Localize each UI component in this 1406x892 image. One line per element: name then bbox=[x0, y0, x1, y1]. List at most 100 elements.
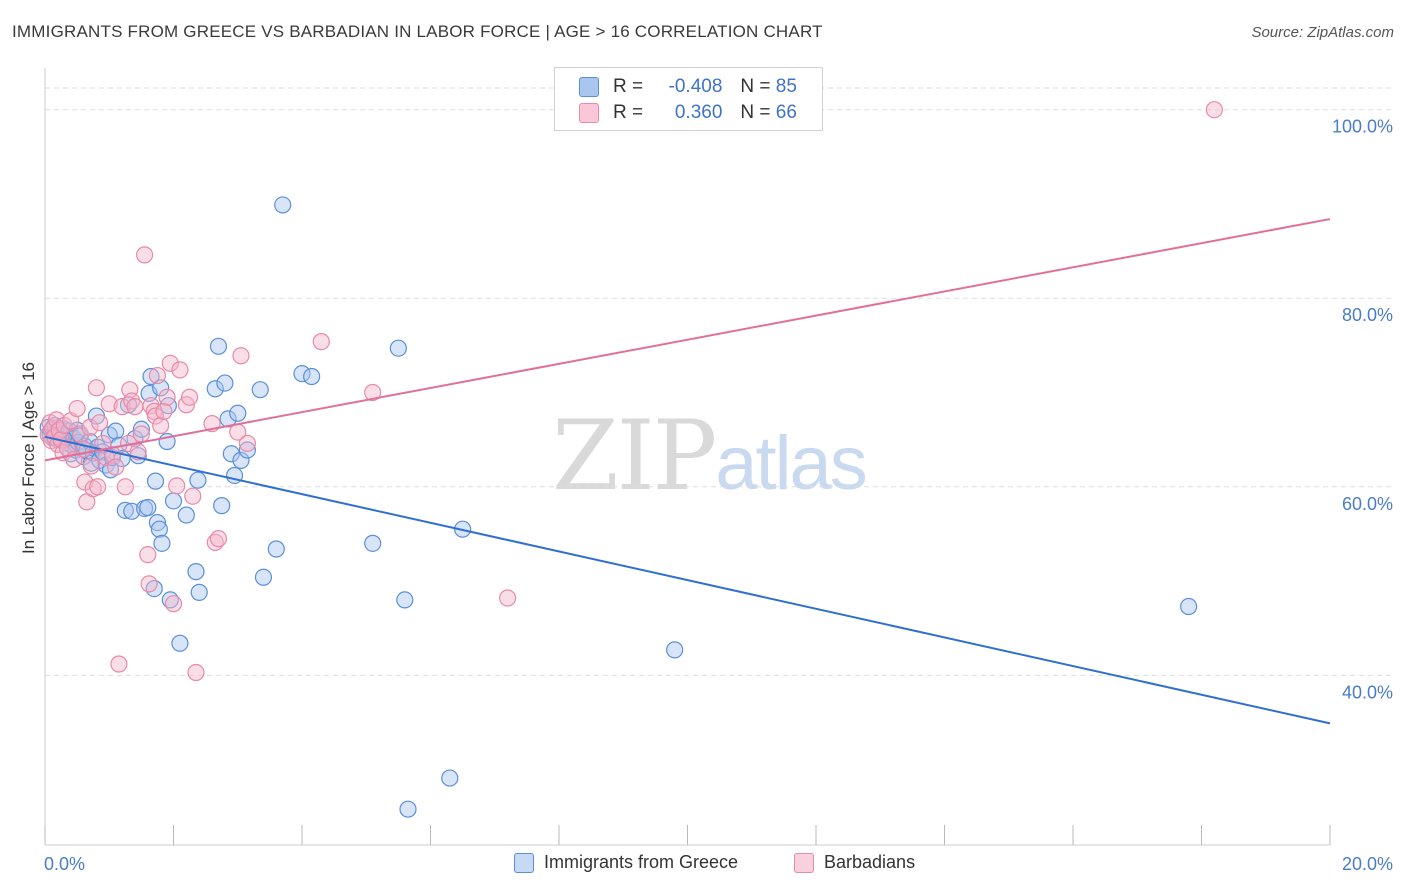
legend-label-barbadians: Barbadians bbox=[824, 852, 916, 872]
point-greece bbox=[396, 591, 414, 609]
point-barbadians bbox=[146, 407, 165, 425]
point-barbadians bbox=[209, 530, 228, 548]
trend-lines bbox=[44, 218, 1331, 725]
legend-swatch-barbadians bbox=[794, 852, 814, 873]
point-barbadians bbox=[184, 487, 202, 505]
point-greece bbox=[441, 769, 459, 787]
n-label: N = bbox=[740, 102, 771, 123]
point-barbadians bbox=[81, 418, 99, 436]
watermark: ZIPatlas bbox=[552, 400, 868, 512]
watermark-atlas: atlas bbox=[715, 421, 868, 506]
point-greece bbox=[107, 422, 125, 440]
point-barbadians bbox=[161, 354, 179, 372]
point-greece bbox=[209, 337, 228, 355]
point-greece bbox=[213, 497, 231, 515]
x-tick-label-max: 20.0% bbox=[1342, 854, 1393, 874]
trend-line-barbadians bbox=[44, 218, 1331, 462]
legend-swatch-pink bbox=[579, 103, 599, 123]
point-barbadians bbox=[180, 388, 199, 406]
point-barbadians bbox=[87, 379, 106, 397]
point-barbadians bbox=[364, 383, 382, 402]
point-greece bbox=[146, 472, 165, 490]
y-tick-label: 100.0% bbox=[1332, 117, 1393, 137]
series-legend: Immigrants from Greece Barbadians bbox=[0, 852, 1406, 878]
correlation-legend: R = -0.408 N = 85 R = 0.360 N = 66 bbox=[554, 67, 823, 131]
watermark-zip: ZIP bbox=[552, 400, 717, 512]
point-greece bbox=[153, 534, 171, 552]
point-barbadians bbox=[82, 457, 100, 475]
point-greece bbox=[190, 583, 208, 601]
point-barbadians bbox=[238, 434, 256, 453]
point-greece bbox=[206, 380, 224, 398]
r-value-greece: -0.408 bbox=[668, 76, 723, 97]
point-greece bbox=[666, 641, 684, 659]
point-greece bbox=[274, 196, 292, 214]
n-label: N = bbox=[740, 76, 771, 97]
point-barbadians bbox=[148, 366, 167, 385]
point-greece bbox=[187, 563, 205, 581]
legend-row-greece: R = -0.408 N = 85 bbox=[579, 75, 797, 99]
point-barbadians bbox=[116, 478, 134, 496]
point-barbadians bbox=[100, 395, 118, 413]
point-barbadians bbox=[94, 434, 112, 453]
point-barbadians bbox=[164, 595, 183, 613]
point-barbadians bbox=[68, 399, 86, 418]
point-greece bbox=[232, 451, 250, 469]
point-greece bbox=[148, 514, 167, 532]
axis-labels: 40.0% 60.0% 80.0% 100.0% 0.0% 20.0% In Labor F… bbox=[19, 117, 1393, 874]
point-barbadians bbox=[126, 398, 144, 416]
axis-ticks bbox=[44, 825, 1331, 845]
point-barbadians bbox=[499, 589, 517, 607]
y-axis-title: In Labor Force | Age > 16 bbox=[19, 362, 38, 554]
point-greece bbox=[164, 492, 183, 510]
legend-swatch-blue bbox=[579, 77, 599, 97]
point-greece bbox=[132, 420, 150, 438]
point-greece bbox=[399, 800, 417, 818]
point-barbadians bbox=[140, 575, 158, 593]
source-label: Source: ZipAtlas.com bbox=[1251, 24, 1394, 41]
x-tick-label-min: 0.0% bbox=[44, 854, 85, 874]
point-greece bbox=[251, 381, 269, 399]
point-barbadians bbox=[1205, 101, 1223, 119]
point-barbadians bbox=[158, 388, 176, 406]
point-greece bbox=[389, 339, 407, 357]
point-barbadians bbox=[171, 361, 189, 379]
legend-swatch-greece bbox=[514, 852, 534, 873]
point-greece bbox=[216, 374, 234, 392]
point-greece bbox=[238, 441, 256, 459]
point-greece bbox=[145, 579, 163, 598]
point-barbadians bbox=[168, 477, 186, 495]
point-greece bbox=[267, 540, 285, 558]
point-barbadians bbox=[89, 478, 107, 496]
n-value-greece: 85 bbox=[775, 76, 797, 97]
point-greece bbox=[171, 634, 189, 652]
point-greece bbox=[254, 568, 273, 586]
chart-title: IMMIGRANTS FROM GREECE VS BARBADIAN IN L… bbox=[12, 22, 823, 41]
r-label: R = bbox=[613, 76, 644, 97]
legend-item-greece[interactable]: Immigrants from Greece bbox=[514, 852, 738, 873]
point-barbadians bbox=[107, 458, 125, 476]
point-greece bbox=[364, 534, 382, 552]
point-greece bbox=[139, 498, 157, 517]
point-greece bbox=[303, 367, 321, 386]
point-greece bbox=[116, 501, 134, 519]
legend-item-barbadians[interactable]: Barbadians bbox=[794, 852, 915, 873]
y-tick-label: 40.0% bbox=[1342, 682, 1393, 702]
legend-label-greece: Immigrants from Greece bbox=[544, 852, 739, 872]
point-barbadians bbox=[232, 347, 250, 365]
point-barbadians bbox=[155, 402, 173, 420]
point-barbadians bbox=[135, 246, 154, 264]
point-greece bbox=[229, 404, 247, 422]
r-label: R = bbox=[613, 102, 644, 123]
point-barbadians bbox=[91, 414, 109, 432]
point-barbadians bbox=[110, 655, 128, 673]
point-greece bbox=[293, 365, 311, 383]
point-greece bbox=[189, 471, 207, 489]
point-greece bbox=[150, 520, 168, 538]
point-greece bbox=[1180, 597, 1198, 616]
point-barbadians bbox=[139, 546, 157, 564]
point-barbadians bbox=[132, 425, 150, 443]
point-barbadians bbox=[152, 416, 170, 435]
n-value-barbadians: 66 bbox=[775, 102, 797, 123]
